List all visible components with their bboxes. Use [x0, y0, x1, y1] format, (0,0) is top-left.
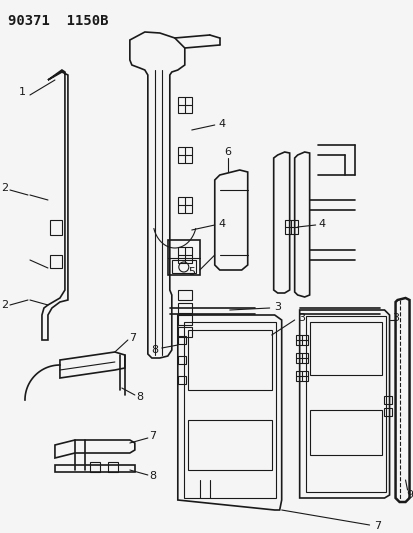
- Text: 7: 7: [149, 431, 156, 441]
- Text: 3: 3: [273, 302, 280, 312]
- Text: 1: 1: [19, 87, 26, 97]
- Text: 5: 5: [188, 267, 195, 277]
- Text: 2: 2: [1, 183, 9, 193]
- Text: 7: 7: [129, 333, 136, 343]
- Text: 8: 8: [151, 345, 158, 355]
- Text: 8: 8: [149, 471, 156, 481]
- Text: 4: 4: [317, 219, 325, 229]
- Text: 3: 3: [297, 313, 304, 323]
- Text: 90371  1150B: 90371 1150B: [8, 14, 108, 28]
- Text: 3: 3: [391, 313, 398, 323]
- Text: 6: 6: [224, 147, 231, 157]
- Text: 7: 7: [373, 521, 380, 531]
- Text: 4: 4: [218, 119, 225, 129]
- Text: 4: 4: [218, 219, 225, 229]
- Text: 9: 9: [405, 490, 412, 500]
- Text: 8: 8: [136, 392, 143, 402]
- Text: 2: 2: [1, 300, 9, 310]
